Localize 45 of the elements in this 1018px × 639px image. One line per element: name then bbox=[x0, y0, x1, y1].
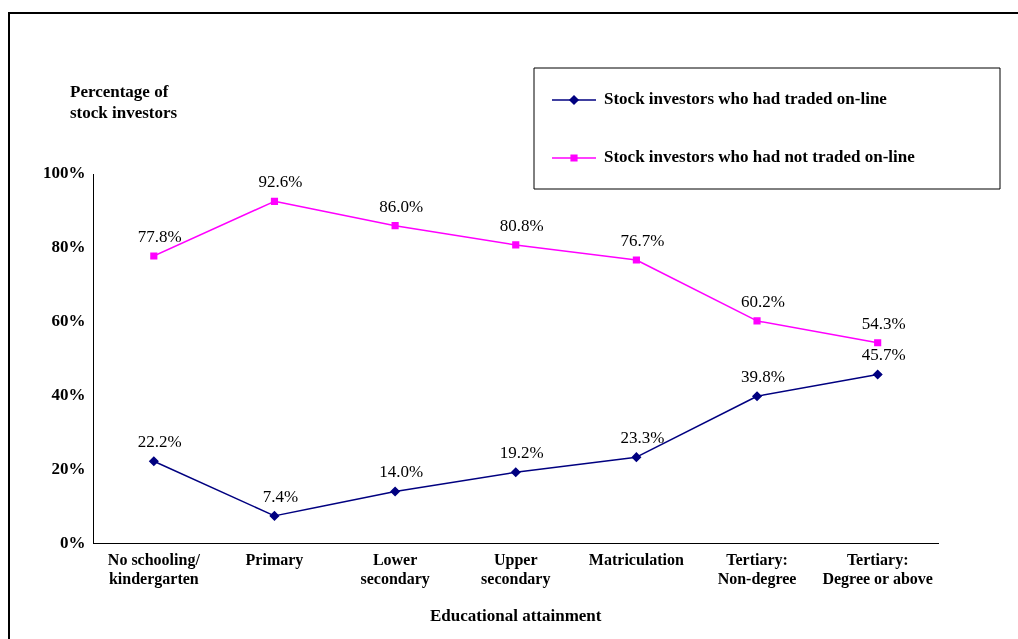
point bbox=[512, 241, 520, 249]
data-label: 92.6% bbox=[258, 172, 303, 192]
point bbox=[391, 222, 399, 230]
point bbox=[150, 252, 158, 260]
data-label: 22.2% bbox=[137, 432, 182, 452]
data-label: 80.8% bbox=[499, 215, 544, 235]
y-tick-label: 80% bbox=[51, 237, 86, 257]
point bbox=[390, 486, 400, 497]
data-label: 45.7% bbox=[861, 345, 906, 365]
x-tick-label: Tertiary: Degree or above bbox=[822, 550, 933, 589]
y-tick-label: 0% bbox=[60, 532, 86, 552]
x-tick-label: Tertiary: Non-degree bbox=[717, 550, 797, 589]
point bbox=[511, 467, 521, 478]
y-tick-label: 100% bbox=[43, 163, 86, 183]
y-axis-title: Percentage of stock investors bbox=[70, 81, 178, 122]
x-tick-label: Upper secondary bbox=[481, 550, 551, 589]
legend-label: Stock investors who had traded on-line bbox=[604, 89, 888, 109]
x-tick-label: Lower secondary bbox=[360, 550, 430, 589]
x-tick-label: Primary bbox=[245, 550, 304, 569]
y-tick-label: 20% bbox=[51, 458, 86, 478]
y-tick-label: 60% bbox=[51, 311, 86, 331]
data-label: 60.2% bbox=[741, 291, 785, 311]
x-tick-label: No schooling/ kindergarten bbox=[107, 550, 201, 589]
x-tick-label: Matriculation bbox=[588, 550, 685, 568]
data-label: 19.2% bbox=[499, 443, 544, 463]
point bbox=[270, 197, 279, 205]
point bbox=[269, 511, 280, 521]
point bbox=[149, 456, 159, 466]
point bbox=[874, 339, 882, 347]
point bbox=[872, 369, 883, 380]
point bbox=[632, 256, 640, 264]
x-axis-title: Educational attainment bbox=[430, 606, 602, 626]
data-label: 86.0% bbox=[379, 196, 424, 216]
data-label: 14.0% bbox=[379, 462, 424, 482]
point bbox=[631, 452, 642, 462]
data-label: 23.3% bbox=[620, 428, 665, 448]
data-label: 76.7% bbox=[620, 230, 665, 250]
data-label: 39.8% bbox=[741, 367, 785, 387]
legend-label: Stock investors who had not traded on-line bbox=[604, 147, 916, 167]
point bbox=[752, 391, 762, 402]
data-label: 77.8% bbox=[137, 226, 182, 246]
data-label: 7.4% bbox=[262, 486, 299, 506]
point bbox=[753, 317, 761, 325]
y-tick-label: 40% bbox=[51, 384, 86, 404]
data-label: 54.3% bbox=[861, 313, 906, 333]
